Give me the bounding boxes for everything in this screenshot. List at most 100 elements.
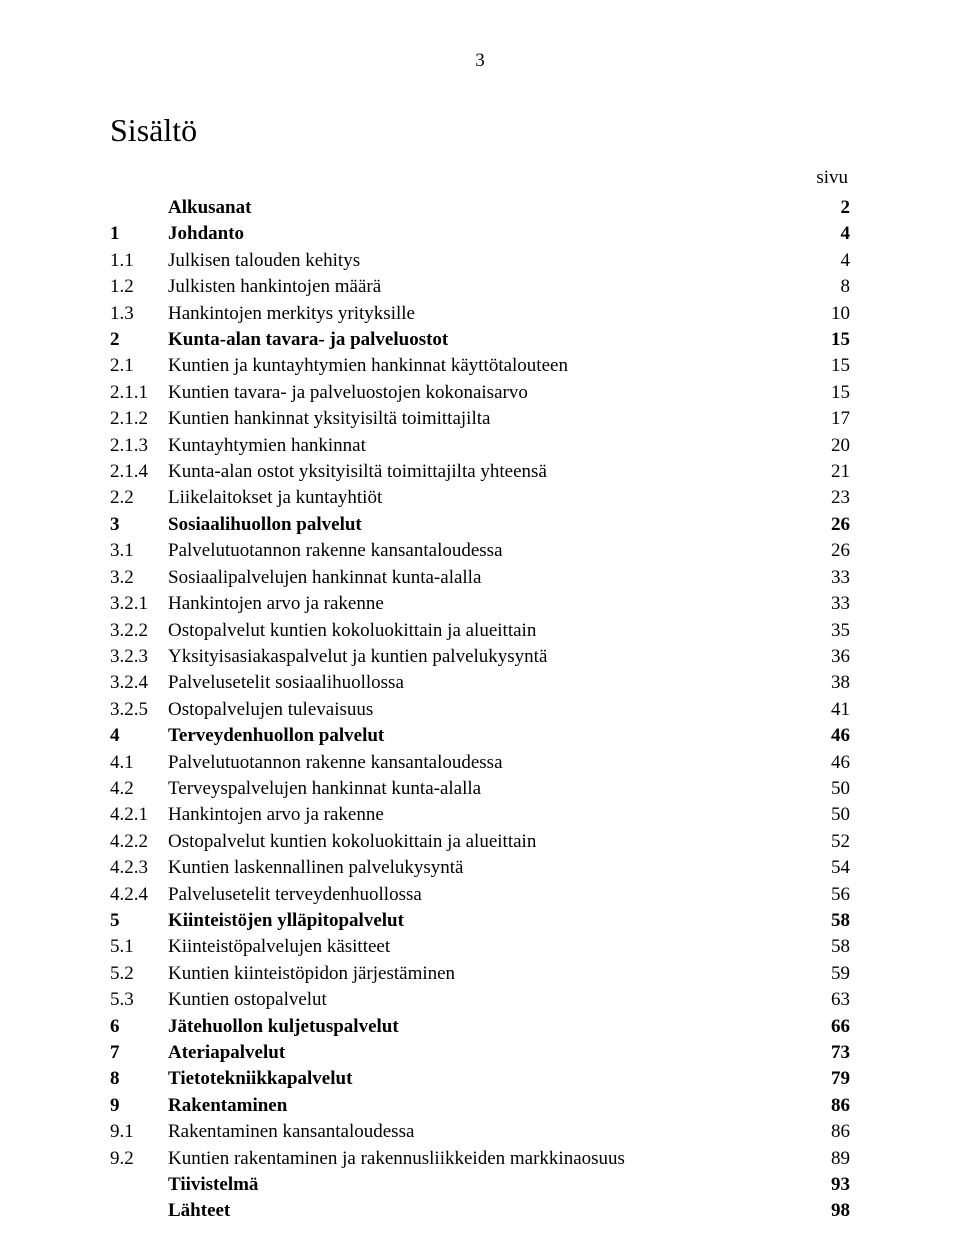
toc-row: 9Rakentaminen86 [110, 1093, 850, 1119]
toc-entry-page: 89 [810, 1146, 850, 1172]
toc-entry-number: 2 [110, 327, 168, 353]
toc-entry-page: 15 [810, 353, 850, 379]
toc-entry-page: 4 [810, 221, 850, 247]
toc-entry-number: 5.1 [110, 934, 168, 960]
toc-entry-title: Kiinteistöpalvelujen käsitteet [168, 934, 810, 960]
toc-entry-number: 3.1 [110, 538, 168, 564]
toc-row: 2.1.4Kunta-alan ostot yksityisiltä toimi… [110, 459, 850, 485]
toc-entry-number: 6 [110, 1014, 168, 1040]
toc-row: 3.2Sosiaalipalvelujen hankinnat kunta-al… [110, 565, 850, 591]
toc-entry-title: Hankintojen merkitys yrityksille [168, 301, 810, 327]
toc-row: 9.2Kuntien rakentaminen ja rakennusliikk… [110, 1146, 850, 1172]
toc-row: 7Ateriapalvelut73 [110, 1040, 850, 1066]
toc-entry-number: 3.2.4 [110, 670, 168, 696]
toc-entry-page: 33 [810, 565, 850, 591]
toc-entry-page: 21 [810, 459, 850, 485]
toc-row: 2.2Liikelaitokset ja kuntayhtiöt23 [110, 485, 850, 511]
toc-entry-number: 4.2.4 [110, 882, 168, 908]
toc-row: 3.2.4Palvelusetelit sosiaalihuollossa38 [110, 670, 850, 696]
toc-entry-title: Ateriapalvelut [168, 1040, 810, 1066]
toc-entry-title: Terveyspalvelujen hankinnat kunta-alalla [168, 776, 810, 802]
toc-entry-number: 2.1.4 [110, 459, 168, 485]
toc-entry-title: Julkisen talouden kehitys [168, 248, 810, 274]
toc-row: 1Johdanto4 [110, 221, 850, 247]
toc-entry-title: Kuntien ja kuntayhtymien hankinnat käytt… [168, 353, 810, 379]
toc-row: 3.2.5Ostopalvelujen tulevaisuus41 [110, 697, 850, 723]
toc-entry-title: Kunta-alan ostot yksityisiltä toimittaji… [168, 459, 810, 485]
toc-entry-page: 26 [810, 538, 850, 564]
page-number: 3 [110, 50, 850, 72]
toc-row: 4.2.1Hankintojen arvo ja rakenne50 [110, 802, 850, 828]
toc-entry-page: 35 [810, 618, 850, 644]
toc-entry-title: Palvelusetelit terveydenhuollossa [168, 882, 810, 908]
toc-row: 1.1Julkisen talouden kehitys4 [110, 248, 850, 274]
toc-entry-page: 58 [810, 908, 850, 934]
toc-row: 3.2.1Hankintojen arvo ja rakenne33 [110, 591, 850, 617]
toc-entry-number: 3.2 [110, 565, 168, 591]
toc-entry-number: 3.2.1 [110, 591, 168, 617]
toc-entry-number: 4.2 [110, 776, 168, 802]
toc-entry-title: Palvelusetelit sosiaalihuollossa [168, 670, 810, 696]
toc-entry-page: 33 [810, 591, 850, 617]
toc-entry-page: 8 [810, 274, 850, 300]
toc-row: 8Tietotekniikkapalvelut79 [110, 1066, 850, 1092]
toc-row: 4.2Terveyspalvelujen hankinnat kunta-ala… [110, 776, 850, 802]
toc-entry-title: Hankintojen arvo ja rakenne [168, 802, 810, 828]
toc-entry-page: 46 [810, 750, 850, 776]
toc-entry-page: 15 [810, 327, 850, 353]
document-page: 3 Sisältö sivu Alkusanat21Johdanto41.1Ju… [0, 0, 960, 1255]
toc-entry-number: 5.3 [110, 987, 168, 1013]
toc-entry-number: 3.2.2 [110, 618, 168, 644]
toc-entry-page: 23 [810, 485, 850, 511]
toc-entry-title: Kuntien tavara- ja palveluostojen kokona… [168, 380, 810, 406]
toc-entry-page: 63 [810, 987, 850, 1013]
toc-entry-title: Rakentaminen kansantaloudessa [168, 1119, 810, 1145]
toc-entry-title: Julkisten hankintojen määrä [168, 274, 810, 300]
toc-entry-number: 3 [110, 512, 168, 538]
toc-entry-number: 9 [110, 1093, 168, 1119]
toc-entry-number: 5.2 [110, 961, 168, 987]
toc-entry-title: Johdanto [168, 221, 810, 247]
toc-entry-number: 3.2.5 [110, 697, 168, 723]
toc-entry-number: 4 [110, 723, 168, 749]
toc-entry-page: 86 [810, 1119, 850, 1145]
toc-entry-page: 36 [810, 644, 850, 670]
toc-entry-title: Sosiaalihuollon palvelut [168, 512, 810, 538]
toc-entry-title: Kuntien ostopalvelut [168, 987, 810, 1013]
toc-entry-title: Sosiaalipalvelujen hankinnat kunta-alall… [168, 565, 810, 591]
toc-entry-title: Palvelutuotannon rakenne kansantaloudess… [168, 750, 810, 776]
toc-row: 5.1Kiinteistöpalvelujen käsitteet58 [110, 934, 850, 960]
toc-row: 5.2Kuntien kiinteistöpidon järjestäminen… [110, 961, 850, 987]
toc-row: 2.1.1Kuntien tavara- ja palveluostojen k… [110, 380, 850, 406]
toc-entry-number: 8 [110, 1066, 168, 1092]
toc-entry-page: 52 [810, 829, 850, 855]
toc-row: 4.2.2Ostopalvelut kuntien kokoluokittain… [110, 829, 850, 855]
toc-row: 4.1Palvelutuotannon rakenne kansantaloud… [110, 750, 850, 776]
toc-entry-page: 26 [810, 512, 850, 538]
toc-entry-page: 15 [810, 380, 850, 406]
toc-entry-page: 56 [810, 882, 850, 908]
toc-row: 4.2.4Palvelusetelit terveydenhuollossa56 [110, 882, 850, 908]
toc-entry-number: 9.1 [110, 1119, 168, 1145]
toc-entry-title: Hankintojen arvo ja rakenne [168, 591, 810, 617]
toc-entry-number: 4.2.1 [110, 802, 168, 828]
toc-entry-number: 9.2 [110, 1146, 168, 1172]
toc-entry-title: Ostopalvelut kuntien kokoluokittain ja a… [168, 618, 810, 644]
toc-row: 9.1Rakentaminen kansantaloudessa86 [110, 1119, 850, 1145]
toc-row: 6Jätehuollon kuljetuspalvelut66 [110, 1014, 850, 1040]
toc-entry-title: Palvelutuotannon rakenne kansantaloudess… [168, 538, 810, 564]
toc-row: 1.2Julkisten hankintojen määrä8 [110, 274, 850, 300]
toc-entry-title: Lähteet [168, 1198, 810, 1224]
toc-entry-title: Ostopalvelujen tulevaisuus [168, 697, 810, 723]
toc-entry-page: 41 [810, 697, 850, 723]
toc-entry-page: 17 [810, 406, 850, 432]
toc-entry-number: 2.1.3 [110, 433, 168, 459]
toc-entry-number: 4.1 [110, 750, 168, 776]
toc-entry-page: 10 [810, 301, 850, 327]
toc-row: Tiivistelmä93 [110, 1172, 850, 1198]
toc-entry-page: 4 [810, 248, 850, 274]
toc-entry-page: 59 [810, 961, 850, 987]
toc-row: 2.1.3Kuntayhtymien hankinnat20 [110, 433, 850, 459]
toc-entry-title: Kiinteistöjen ylläpitopalvelut [168, 908, 810, 934]
toc-entry-number: 3.2.3 [110, 644, 168, 670]
